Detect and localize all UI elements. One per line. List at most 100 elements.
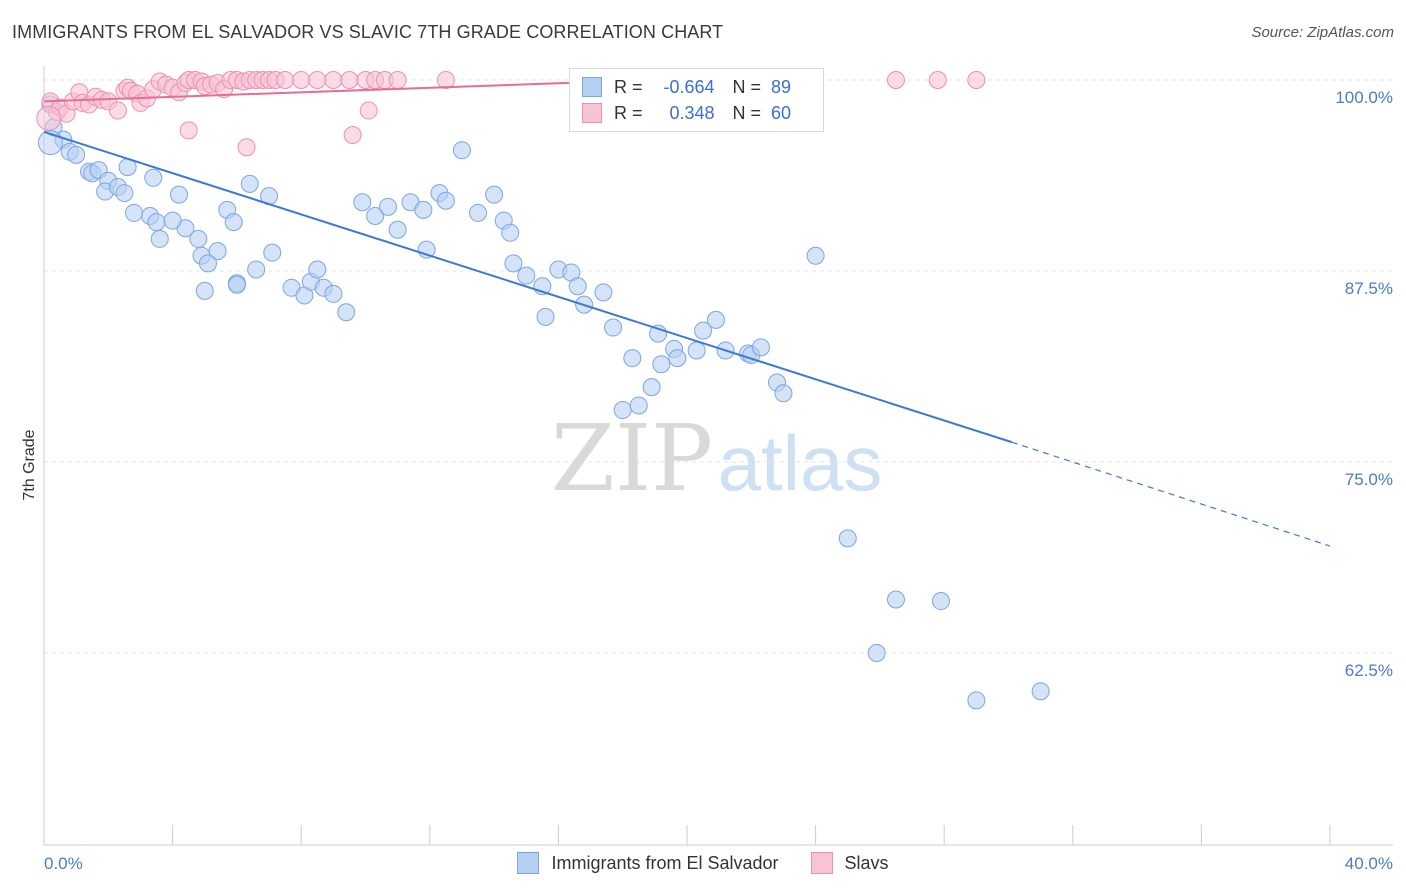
point-el-salvador <box>687 341 706 360</box>
point-el-salvador <box>568 277 587 296</box>
trend-line-extension <box>1011 441 1331 547</box>
watermark-atlas: atlas <box>718 419 883 507</box>
x-tick-label-min: 0.0% <box>44 854 83 873</box>
point-slavs <box>179 121 198 140</box>
point-slavs <box>324 71 343 89</box>
point-el-salvador <box>623 349 642 368</box>
point-el-salvador <box>208 242 227 261</box>
point-el-salvador <box>388 220 407 239</box>
point-slavs <box>388 71 407 89</box>
point-el-salvador <box>806 246 825 265</box>
point-slavs <box>436 71 455 89</box>
point-el-salvador <box>224 213 243 232</box>
point-el-salvador <box>504 254 523 273</box>
point-slavs <box>36 105 62 131</box>
chart-title: IMMIGRANTS FROM EL SALVADOR VS SLAVIC 7T… <box>12 22 724 42</box>
point-el-salvador <box>774 384 793 403</box>
point-slavs <box>108 101 127 120</box>
point-el-salvador <box>227 275 246 294</box>
legend-n-label: N = <box>732 76 762 97</box>
legend-r-value: -0.664 <box>663 76 715 97</box>
point-el-salvador <box>967 691 986 710</box>
point-el-salvador <box>189 229 208 248</box>
point-el-salvador <box>886 590 905 609</box>
point-el-salvador <box>324 284 343 303</box>
axes <box>43 66 1393 846</box>
point-el-salvador <box>536 307 555 326</box>
point-el-salvador <box>436 191 455 210</box>
grid-lines <box>44 79 1393 654</box>
legend-n-value: 60 <box>771 102 792 123</box>
point-el-salvador <box>485 185 504 204</box>
point-el-salvador <box>706 310 725 329</box>
legend-swatch-blue <box>517 852 540 874</box>
legend-r-label: R = <box>614 102 643 123</box>
y-tick-label: 100.0% <box>1335 88 1393 107</box>
point-el-salvador <box>366 206 385 225</box>
point-el-salvador <box>147 213 166 232</box>
point-el-salvador <box>594 283 613 302</box>
data-points <box>36 71 1050 710</box>
point-el-salvador <box>308 260 327 279</box>
legend-series-name: Immigrants from El Salvador <box>551 852 779 873</box>
series-legend: Immigrants from El Salvador Slavs <box>0 852 1406 874</box>
y-tick-label: 62.5% <box>1345 661 1393 680</box>
point-el-salvador <box>247 260 266 279</box>
point-el-salvador <box>452 141 471 160</box>
y-tick-label: 75.0% <box>1345 470 1393 489</box>
point-el-salvador <box>629 396 648 415</box>
point-el-salvador <box>67 145 86 164</box>
point-slavs <box>967 71 986 89</box>
point-el-salvador <box>642 378 661 397</box>
point-el-salvador <box>414 200 433 219</box>
legend-r-label: R = <box>614 76 643 97</box>
point-el-salvador <box>469 203 488 222</box>
legend-swatch-blue <box>582 77 602 97</box>
point-el-salvador <box>1031 682 1050 701</box>
correlation-legend: R = -0.664 N = 89 R = 0.348 N = 60 <box>569 68 824 132</box>
legend-item-slavs[interactable]: Slavs <box>810 852 889 874</box>
y-tick-labels: 100.0% 87.5% 75.0% 62.5% <box>1335 88 1393 680</box>
point-el-salvador <box>751 338 770 357</box>
point-el-salvador <box>501 223 520 242</box>
point-el-salvador <box>613 401 632 420</box>
point-el-salvador <box>263 243 282 262</box>
point-el-salvador <box>604 318 623 337</box>
point-el-salvador <box>379 197 398 216</box>
point-el-salvador <box>517 266 536 285</box>
point-slavs <box>340 71 359 89</box>
y-axis-label: 7th Grade <box>21 429 38 500</box>
source-credit: Source: ZipAtlas.com <box>1251 24 1394 41</box>
point-el-salvador <box>694 321 713 340</box>
legend-swatch-pink <box>582 103 602 123</box>
point-slavs <box>886 71 905 89</box>
point-slavs <box>928 71 947 89</box>
legend-n-value: 89 <box>771 76 792 97</box>
y-tick-label: 87.5% <box>1345 279 1393 298</box>
point-el-salvador <box>240 174 259 193</box>
x-tick-label-max: 40.0% <box>1345 854 1393 873</box>
legend-r-value: 0.348 <box>669 102 715 123</box>
watermark: ZIP atlas <box>551 405 882 512</box>
point-slavs <box>343 126 362 145</box>
point-el-salvador <box>337 303 356 322</box>
point-el-salvador <box>115 184 134 203</box>
point-el-salvador <box>652 355 671 374</box>
point-slavs <box>276 71 295 89</box>
point-el-salvador <box>125 203 144 222</box>
legend-item-el-salvador[interactable]: Immigrants from El Salvador <box>517 852 779 874</box>
legend-series-name: Slavs <box>844 852 889 873</box>
point-el-salvador <box>163 211 182 230</box>
point-el-salvador <box>144 168 163 187</box>
point-slavs <box>237 138 256 157</box>
legend-swatch-pink <box>810 852 833 874</box>
point-el-salvador <box>195 281 214 300</box>
point-el-salvador <box>838 529 857 548</box>
legend-row-el-salvador: R = -0.664 N = 89 <box>582 75 791 99</box>
point-el-salvador <box>198 254 217 273</box>
point-slavs <box>292 71 311 89</box>
point-slavs <box>359 101 378 120</box>
point-el-salvador <box>931 592 950 611</box>
point-el-salvador <box>353 193 372 212</box>
